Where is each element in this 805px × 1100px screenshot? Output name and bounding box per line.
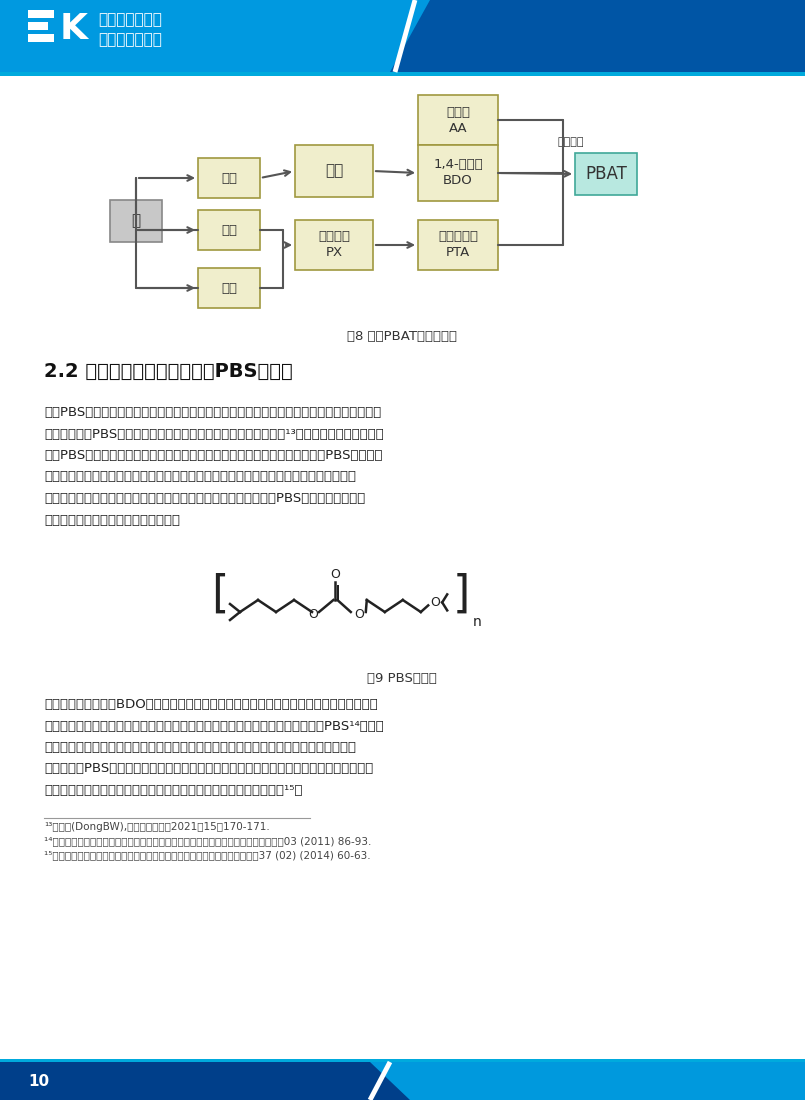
Text: 物可吸收性。PBS的制备方法包括扩链法、酵交换法及直接酵化法¹³。扩链法可得到较高分子: 物可吸收性。PBS的制备方法包括扩链法、酵交换法及直接酵化法¹³。扩链法可得到较… [44, 428, 384, 440]
Bar [198, 268, 260, 308]
Text: ¹⁵刘洪武，李长存，郑瑋，聚丁二酸丁二醇酯产业现状及技术进展，合成纤维37 (02) (2014) 60-63.: ¹⁵刘洪武，李长存，郑瑋，聚丁二酸丁二醇酯产业现状及技术进展，合成纤维37 (0… [44, 850, 370, 860]
Text: 2.2 煤制聚丁二酸丁二醇酯（PBS）技术: 2.2 煤制聚丁二酸丁二醇酯（PBS）技术 [44, 362, 293, 381]
Text: 甲苯: 甲苯 [221, 282, 237, 295]
Polygon shape [390, 0, 805, 72]
Text: 己二酸
AA: 己二酸 AA [446, 106, 470, 134]
Text: 1,4-丁二醇
BDO: 1,4-丁二醇 BDO [433, 158, 483, 187]
Text: O: O [354, 607, 364, 620]
Polygon shape [370, 1062, 805, 1100]
Bar [295, 145, 373, 197]
Text: 染。直接酵化法合成工艺步骤简单、成本较低、无污染，且合成的PBS产物分子量最为理: 染。直接酵化法合成工艺步骤简单、成本较低、无污染，且合成的PBS产物分子量最为理 [44, 492, 365, 505]
Bar [28, 10, 54, 18]
Bar [0, 1062, 805, 1100]
Bar [198, 210, 260, 250]
Text: 图8 煤制PBAT流程示意图: 图8 煤制PBAT流程示意图 [347, 330, 457, 343]
Text: 对二甲苯
PX: 对二甲苯 PX [318, 231, 350, 260]
Text: O: O [308, 607, 318, 620]
Text: 10: 10 [28, 1074, 49, 1089]
Bar [28, 34, 54, 42]
Text: 电石: 电石 [221, 172, 237, 185]
Bar [0, 1059, 805, 1062]
Text: 直接酵化法采用BDO和丁二酸为原料单体，先在较低的反应温度下发生酵化反应脂水形: 直接酵化法采用BDO和丁二酸为原料单体，先在较低的反应温度下发生酵化反应脂水形 [44, 698, 378, 711]
Bar [418, 145, 498, 201]
Text: 聚合方法不同，直接酵化法又可分为溶液聚合法和熳融缩聚法，溶液聚合法的反应温度较: 聚合方法不同，直接酵化法又可分为溶液聚合法和熳融缩聚法，溶液聚合法的反应温度较 [44, 741, 356, 754]
Text: 量的PBS产物，但其生物安全性及生物可降解性较差。酵交换法可较好地控制PBS产物的结: 量的PBS产物，但其生物安全性及生物可降解性较差。酵交换法可较好地控制PBS产物… [44, 449, 382, 462]
Text: ¹⁴官馓，张世平，党娑，史素青，宫永宽，聚丁二酸丁二醇酯的研究进展，高分子通报03 (2011) 86-93.: ¹⁴官馓，张世平，党娑，史素青，宫永宽，聚丁二酸丁二醇酯的研究进展，高分子通报0… [44, 836, 371, 847]
Text: 成羟基端封的低聚物，然后在高温、高真空和催化剂存在下脱二元醇，即可得到PBS¹⁴。根据: 成羟基端封的低聚物，然后在高温、高真空和催化剂存在下脱二元醇，即可得到PBS¹⁴… [44, 719, 384, 733]
Text: 煤: 煤 [131, 213, 141, 229]
Text: 酯化缩合: 酯化缩合 [558, 138, 584, 147]
Text: K: K [60, 12, 88, 46]
Bar [418, 220, 498, 270]
Text: PBAT: PBAT [585, 165, 627, 183]
Bar [575, 153, 637, 195]
Text: 低，可阻止PBS产物的氧化，但反应时间较长，且产物的分子量也不是十分理想。目前普遍: 低，可阻止PBS产物的氧化，但反应时间较长，且产物的分子量也不是十分理想。目前普… [44, 762, 374, 776]
Text: 采用的是熳融缩聚法，催化剂主要包括稀土类、针酸酩类、锡基类等¹⁵。: 采用的是熳融缩聚法，催化剂主要包括稀土类、针酸酩类、锡基类等¹⁵。 [44, 784, 303, 798]
Text: O: O [430, 596, 440, 609]
Bar [198, 158, 260, 198]
Bar [0, 72, 805, 76]
Text: 塑料产业白皮书: 塑料产业白皮书 [98, 32, 162, 47]
Text: 构，但该方法生产成本较高，且合成过程中产生的废液如处理不当会对环境造成一定的污: 构，但该方法生产成本较高，且合成过程中产生的废液如处理不当会对环境造成一定的污 [44, 471, 356, 484]
Text: n: n [473, 615, 482, 629]
Text: 甲醇: 甲醇 [221, 223, 237, 236]
Text: ]: ] [452, 572, 470, 616]
Bar [28, 22, 48, 30]
Text: 想，是工业生产中最广泛使用的方法。: 想，是工业生产中最广泛使用的方法。 [44, 514, 180, 527]
Bar [418, 95, 498, 145]
Text: [: [ [211, 572, 229, 616]
Text: 煤基生物可降解: 煤基生物可降解 [98, 12, 162, 28]
Text: 乙炔: 乙炔 [325, 164, 343, 178]
Text: PBS是一种脂肪族聚酯类生物可降解塑料，可完全生物降解，具有良好的生物相容性和生: PBS是一种脂肪族聚酯类生物可降解塑料，可完全生物降解，具有良好的生物相容性和生 [44, 406, 382, 419]
Text: 对苯二甲酸
PTA: 对苯二甲酸 PTA [438, 231, 478, 260]
Bar [295, 220, 373, 270]
Bar [0, 0, 805, 72]
Text: O: O [331, 568, 341, 581]
Text: ¹³董博文(DongBW),当代化工研究，2021，15：170-171.: ¹³董博文(DongBW),当代化工研究，2021，15：170-171. [44, 823, 270, 833]
Bar [110, 200, 162, 242]
Text: 图9 PBS结构式: 图9 PBS结构式 [367, 672, 437, 685]
